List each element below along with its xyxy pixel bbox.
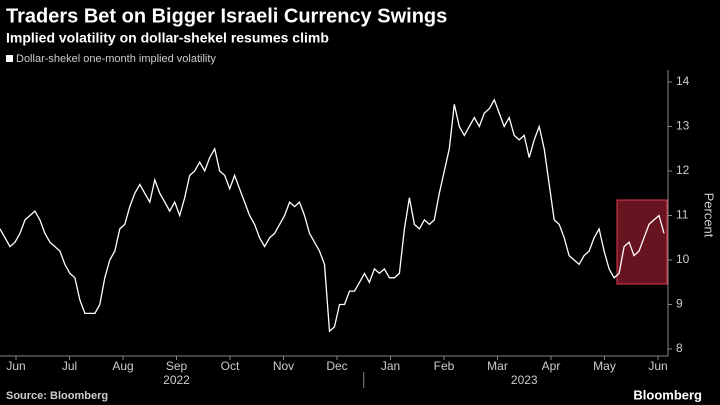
y-tick-label: 8 <box>676 341 683 355</box>
chart-subtitle: Implied volatility on dollar-shekel resu… <box>6 30 329 46</box>
y-axis-label: Percent <box>702 193 717 238</box>
x-tick-label: Jun <box>648 359 667 373</box>
y-tick-label: 10 <box>676 252 690 266</box>
x-tick-label: Mar <box>487 359 508 373</box>
x-tick-label: Jun <box>6 359 25 373</box>
y-tick-label: 14 <box>676 74 690 88</box>
y-tick-label: 12 <box>676 163 690 177</box>
legend-swatch <box>6 55 13 62</box>
x-tick-label: Feb <box>434 359 455 373</box>
y-tick-label: 9 <box>676 297 683 311</box>
source: Source: Bloomberg <box>6 390 108 402</box>
x-tick-label: Dec <box>326 359 347 373</box>
x-tick-label: Jan <box>381 359 400 373</box>
x-tick-label: Nov <box>273 359 294 373</box>
chart-title: Traders Bet on Bigger Israeli Currency S… <box>6 5 447 27</box>
y-tick-label: 13 <box>676 119 690 133</box>
brand: Bloomberg <box>633 387 702 402</box>
x-tick-label: May <box>593 359 616 373</box>
y-tick-label: 11 <box>676 208 689 222</box>
x-tick-label: Apr <box>542 359 561 373</box>
x-tick-label: Aug <box>112 359 133 373</box>
x-tick-label: Sep <box>166 359 188 373</box>
legend-label: Dollar-shekel one-month implied volatili… <box>16 53 216 65</box>
x-tick-label: Oct <box>221 359 240 373</box>
x-year-label: 2023 <box>511 373 538 387</box>
x-tick-label: Jul <box>62 359 77 373</box>
x-year-label: 2022 <box>163 373 190 387</box>
data-line <box>0 98 665 333</box>
